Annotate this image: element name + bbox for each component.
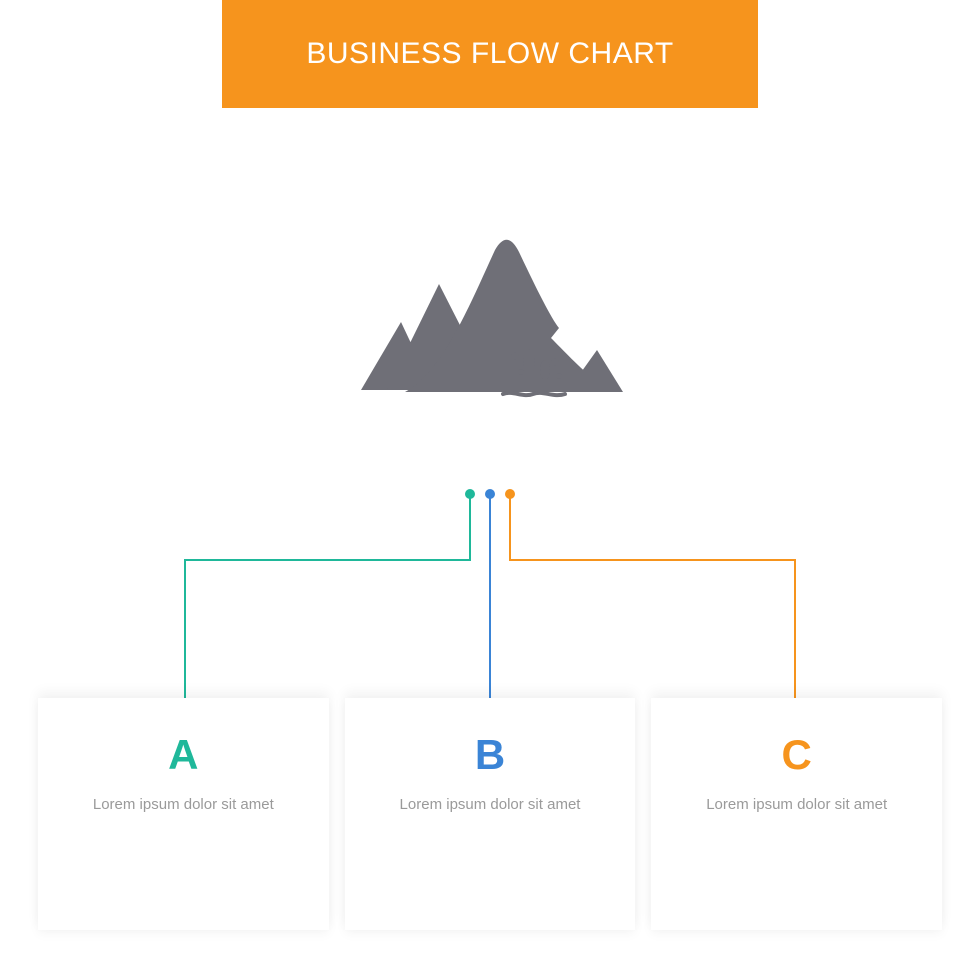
card-body-text: Lorem ipsum dolor sit amet [38,794,329,816]
card-strip: A Lorem ipsum dolor sit amet B Lorem ips… [38,698,942,930]
mountain-icon [353,232,627,422]
connector-dot-teal [465,489,475,499]
card-body-text: Lorem ipsum dolor sit amet [651,794,942,816]
connector-dot-blue [485,489,495,499]
card-body-text: Lorem ipsum dolor sit amet [345,794,636,816]
card-c: C Lorem ipsum dolor sit amet [651,698,942,930]
title-banner: BUSINESS FLOW CHART [222,0,758,108]
infographic-canvas: BUSINESS FLOW CHART [0,0,980,980]
chart-title: BUSINESS FLOW CHART [306,37,673,71]
card-letter: C [651,734,942,776]
connector-dot-orange [505,489,515,499]
card-letter: A [38,734,329,776]
card-b: B Lorem ipsum dolor sit amet [345,698,636,930]
card-letter: B [345,734,636,776]
card-a: A Lorem ipsum dolor sit amet [38,698,329,930]
